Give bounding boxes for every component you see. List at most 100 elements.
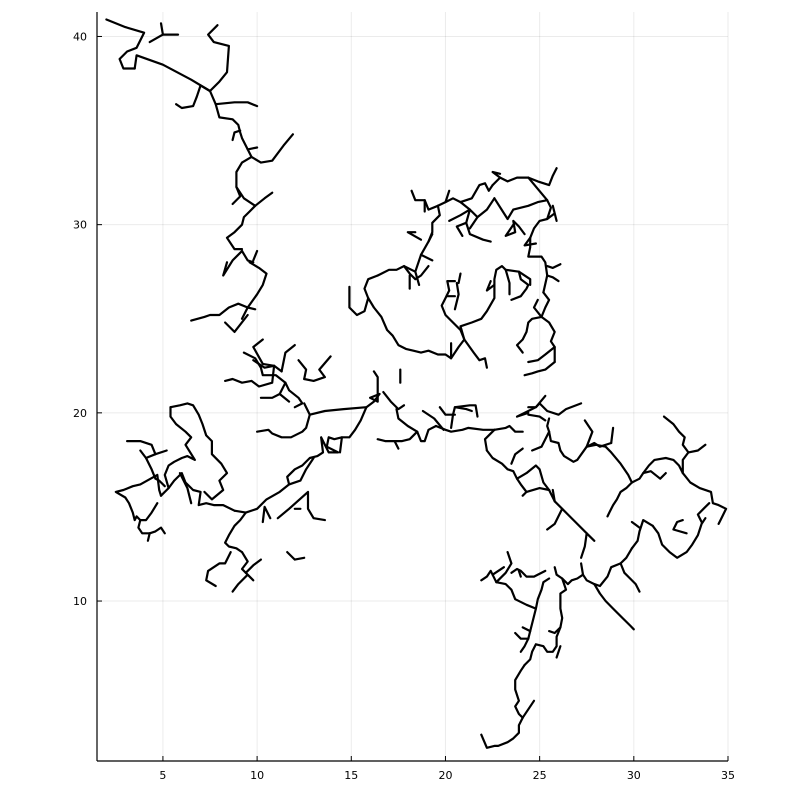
series-nw-14 (222, 249, 244, 277)
axes (96, 12, 728, 762)
series-e-1 (559, 443, 634, 484)
series-e-14 (630, 518, 654, 550)
series-nw-5 (175, 84, 212, 110)
series-trunk-nw (105, 18, 146, 70)
series-ur-7 (453, 281, 460, 311)
x-tick-label: 30 (627, 769, 641, 782)
series-n-2 (382, 391, 406, 411)
y-tick-label: 20 (73, 407, 87, 420)
series-mid-7 (303, 355, 332, 382)
series-e-15 (619, 547, 634, 565)
series-ur-38 (527, 345, 556, 364)
series-e-8 (662, 415, 690, 454)
series-ur-34 (546, 263, 562, 269)
series-ne-17 (510, 447, 524, 465)
series-mid-4 (284, 381, 304, 409)
series-ur-4 (517, 270, 532, 286)
series-ur-13 (402, 265, 430, 281)
series-se-13 (495, 550, 513, 584)
series-center-4 (338, 436, 343, 454)
series-ur-31 (504, 219, 526, 237)
series-center-5 (288, 456, 315, 486)
series-group (105, 18, 728, 749)
series-ur-36 (540, 291, 556, 364)
series-ne-15 (530, 430, 551, 452)
series-ne-4 (515, 464, 551, 492)
series-nw-16 (240, 261, 268, 320)
series-se-15 (510, 567, 547, 578)
series-center-3 (286, 406, 368, 486)
x-tick-label: 15 (344, 769, 358, 782)
series-ne-5 (525, 487, 551, 493)
series-e-5 (606, 481, 634, 518)
series-ur-1 (450, 338, 488, 369)
series-ne-13 (515, 402, 541, 418)
series-w-2 (178, 472, 193, 505)
series-ur-22 (444, 182, 494, 204)
series-ne-2 (483, 428, 496, 452)
series-ur-12 (348, 285, 370, 317)
series-ur-11 (376, 265, 421, 286)
series-w-4 (169, 402, 229, 501)
series-nw-11 (235, 155, 274, 207)
series-ne-12 (538, 402, 583, 416)
series-n-11 (421, 409, 445, 431)
series-w-8 (144, 449, 168, 488)
series-e-9 (642, 470, 667, 480)
series-ur-8 (457, 272, 462, 285)
series-center-1 (303, 392, 381, 416)
series-se-12 (480, 569, 538, 610)
series-n-9 (453, 406, 473, 413)
series-mid-6 (297, 359, 308, 381)
series-sw-3 (231, 550, 255, 593)
series-center-8 (276, 490, 326, 522)
series-e-13 (672, 518, 688, 535)
series-ur-30 (523, 217, 549, 247)
series-nw-17 (252, 249, 259, 262)
series-w-6 (137, 518, 166, 535)
series-mid-8 (224, 364, 276, 388)
series-mid-5 (280, 344, 296, 373)
series-nw-1 (133, 54, 212, 93)
series-ur-10 (363, 274, 453, 360)
series-ur-27 (491, 170, 502, 187)
series-center-2 (256, 413, 311, 439)
series-nw-8 (231, 129, 242, 142)
y-tick-label: 30 (73, 219, 87, 232)
x-tick-label: 35 (721, 769, 735, 782)
series-n-1 (369, 370, 381, 403)
x-tick-label: 25 (533, 769, 547, 782)
series-nw-12 (231, 185, 242, 206)
series-se-6 (519, 637, 530, 653)
series-nw-10 (246, 133, 294, 164)
series-se-9 (555, 645, 562, 659)
series-nw-15 (240, 249, 255, 264)
series-se-16 (517, 569, 522, 578)
series-ne-7 (546, 507, 564, 531)
series-ur-25 (465, 221, 492, 243)
series-se-10 (514, 663, 536, 719)
series-ur-24 (448, 208, 471, 237)
series-se-4 (523, 577, 568, 667)
series-ur-5 (504, 268, 511, 296)
y-tick-label: 10 (73, 595, 87, 608)
series-ur-35 (546, 274, 560, 283)
series-e-10 (681, 472, 728, 526)
series-ur-6 (485, 280, 496, 292)
series-ur-16 (419, 253, 434, 262)
series-ur-29 (527, 176, 558, 222)
series-w-7 (146, 532, 151, 542)
series-e-6 (630, 451, 690, 484)
series-w-1 (159, 472, 236, 512)
series-se-8 (547, 626, 562, 635)
series-e-11 (696, 502, 711, 524)
series-sw-4 (244, 558, 262, 574)
x-tick-label: 10 (250, 769, 264, 782)
series-se-11 (480, 716, 524, 749)
series-ne-8 (579, 532, 588, 559)
series-ur-32 (493, 197, 549, 221)
series-ur-21 (436, 189, 451, 207)
series-n-4 (395, 408, 438, 443)
series-sw-5 (286, 550, 306, 561)
